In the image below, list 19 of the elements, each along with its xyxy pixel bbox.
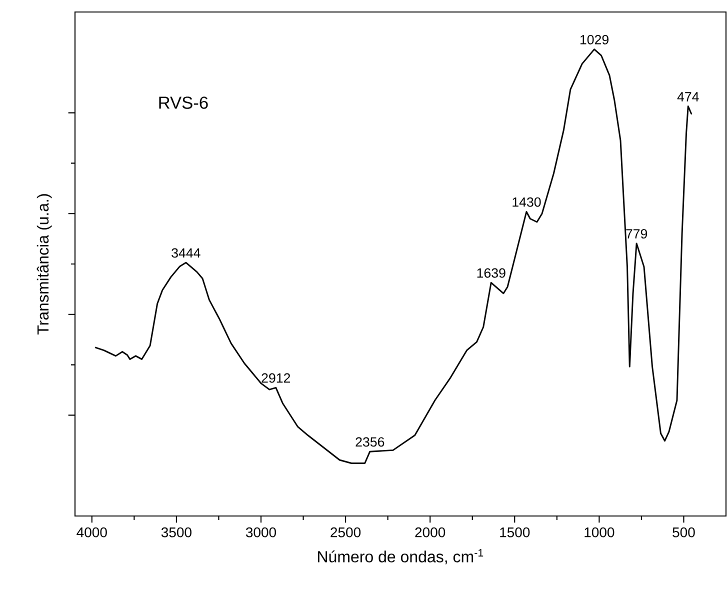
annotation: 779 — [626, 229, 648, 239]
y-axis-title: Transmitância (u.a.) — [36, 194, 52, 334]
x-tick-label: 3500 — [161, 527, 192, 538]
annotation: 2912 — [262, 373, 290, 383]
x-tick-label: 1000 — [584, 527, 614, 538]
annotation: 1639 — [477, 268, 506, 278]
x-tick-label: 2000 — [415, 527, 446, 538]
annotation: 1430 — [512, 197, 541, 207]
annotation: 3444 — [172, 248, 200, 258]
annotation: RVS-6 — [159, 96, 208, 109]
x-tick-label: 4000 — [76, 527, 107, 538]
annotation: 1029 — [580, 34, 608, 44]
x-axis-title: Número de ondas, cm$^{-1}$ — [318, 549, 484, 564]
x-tick-label: 3000 — [246, 527, 276, 538]
annotation: 474 — [677, 92, 699, 102]
x-tick-label: 500 — [672, 527, 695, 538]
x-tick-label: 1500 — [500, 527, 530, 538]
annotation: 2356 — [356, 437, 384, 447]
x-tick-label: 2500 — [330, 527, 361, 538]
